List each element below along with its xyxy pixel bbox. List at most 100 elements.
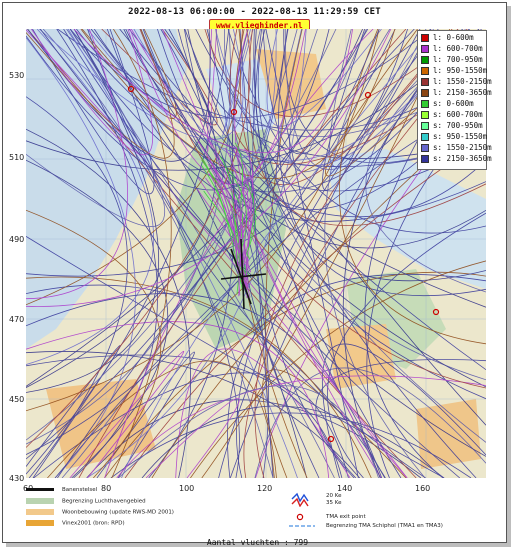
approach-track: [241, 161, 255, 272]
flight-track: [26, 29, 408, 478]
flight-track: [133, 29, 277, 158]
flight-track: [224, 29, 486, 381]
flight-track: [141, 405, 445, 478]
tma-exit-icon: [296, 513, 304, 521]
flight-track: [96, 351, 195, 478]
flight-track: [254, 367, 486, 478]
legend-swatch: [421, 45, 429, 53]
legend-label: s: 0-600m: [433, 99, 474, 108]
flight-track: [26, 276, 372, 478]
flight-track: [104, 29, 374, 478]
legend-item: l: 950-1550m: [421, 66, 487, 75]
flight-track: [26, 128, 191, 478]
flight-track: [81, 29, 177, 119]
flight-track: [61, 29, 298, 478]
flight-track: [26, 29, 396, 455]
flight-track: [339, 29, 486, 345]
y-tick: 490: [9, 235, 25, 244]
x-tick: 120: [257, 484, 273, 493]
flight-track: [148, 29, 235, 478]
flight-track: [327, 212, 486, 478]
key-label: Banenstelsel: [62, 487, 98, 493]
legend-label: l: 600-700m: [433, 44, 483, 53]
key-label: Begrenzing TMA Schiphol (TMA1 en TMA3): [326, 523, 443, 529]
flight-track: [236, 29, 439, 478]
approach-track: [235, 190, 251, 266]
legend-swatch: [421, 67, 429, 75]
flight-track: [239, 29, 274, 478]
flight-track: [69, 350, 185, 478]
flight-track: [26, 29, 159, 393]
flight-track: [26, 29, 369, 460]
legend-item: s: 700-950m: [421, 121, 483, 130]
approach-track: [216, 182, 242, 267]
flight-track: [26, 354, 343, 478]
key-label: Begrenzing Luchthavengebied: [62, 498, 146, 505]
legend-item: s: 600-700m: [421, 110, 483, 119]
x-tick: 160: [415, 484, 431, 493]
flight-track: [26, 29, 165, 227]
flight-track: [248, 29, 486, 226]
legend-label: l: 2150-3650m: [433, 88, 492, 97]
flight-track: [26, 29, 251, 448]
flight-track: [201, 29, 451, 478]
key-label: 20 Ke: [326, 493, 342, 499]
flight-track: [26, 29, 232, 445]
flight-track: [26, 29, 337, 441]
key-item: Begrenzing Luchthavengebied: [26, 498, 146, 505]
legend-swatch: [421, 122, 429, 130]
urban-area: [326, 324, 396, 389]
approach-track: [203, 149, 251, 298]
flight-track: [76, 29, 432, 119]
y-tick: 450: [9, 395, 25, 404]
flight-track: [254, 29, 459, 478]
flight-track: [315, 359, 486, 478]
flight-track: [26, 29, 242, 306]
flight-track: [26, 321, 330, 478]
key-label: Woonbebouwing (update RWS-MD 2001): [62, 509, 174, 516]
flight-track: [57, 29, 415, 478]
page-title: 2022-08-13 06:00:00 - 2022-08-13 11:29:5…: [128, 7, 381, 17]
key-item: Banenstelsel: [26, 487, 97, 493]
approach-track: [236, 148, 254, 268]
altitude-legend: l: 0-600m l: 600-700m l: 700-950m l: 950…: [417, 30, 492, 170]
flight-track: [195, 29, 486, 426]
flight-track: [145, 397, 240, 478]
flight-track: [276, 29, 367, 187]
flight-track: [30, 29, 153, 155]
key-item: Woonbebouwing (update RWS-MD 2001): [26, 509, 174, 516]
flight-track: [262, 29, 380, 155]
y-tick: 430: [9, 474, 25, 483]
map-key: Banenstelsel Begrenzing Luchthavengebied…: [26, 485, 486, 533]
y-tick: 470: [9, 315, 25, 324]
legend-item: l: 0-600m: [421, 33, 474, 42]
flight-track: [184, 29, 402, 478]
flight-track: [111, 29, 172, 478]
flight-track: [39, 29, 486, 457]
flight-track: [33, 372, 349, 478]
flight-track: [26, 96, 128, 478]
flight-track: [26, 29, 128, 300]
legend-label: s: 600-700m: [433, 110, 483, 119]
approach-track: [208, 139, 247, 287]
flight-track: [26, 29, 392, 307]
flight-track: [118, 385, 379, 478]
flight-track: [26, 293, 383, 478]
legend-swatch: [421, 133, 429, 141]
x-tick: 80: [101, 484, 112, 493]
legend-item: s: 0-600m: [421, 99, 474, 108]
airport-area-swatch: [26, 498, 54, 504]
ke-contour-icon: [291, 492, 309, 507]
flight-track: [39, 29, 244, 140]
flight-track-map: [26, 29, 486, 478]
flight-track: [190, 260, 486, 478]
flight-track: [123, 29, 486, 308]
legend-label: s: 950-1550m: [433, 132, 488, 141]
legend-item: l: 600-700m: [421, 44, 483, 53]
flight-track: [26, 29, 380, 412]
tma-boundary-icon: [289, 525, 315, 527]
legend-item: s: 1550-2150m: [421, 143, 492, 152]
flight-track: [252, 29, 486, 443]
vinex-swatch: [26, 520, 54, 526]
runway-swatch: [26, 488, 54, 491]
